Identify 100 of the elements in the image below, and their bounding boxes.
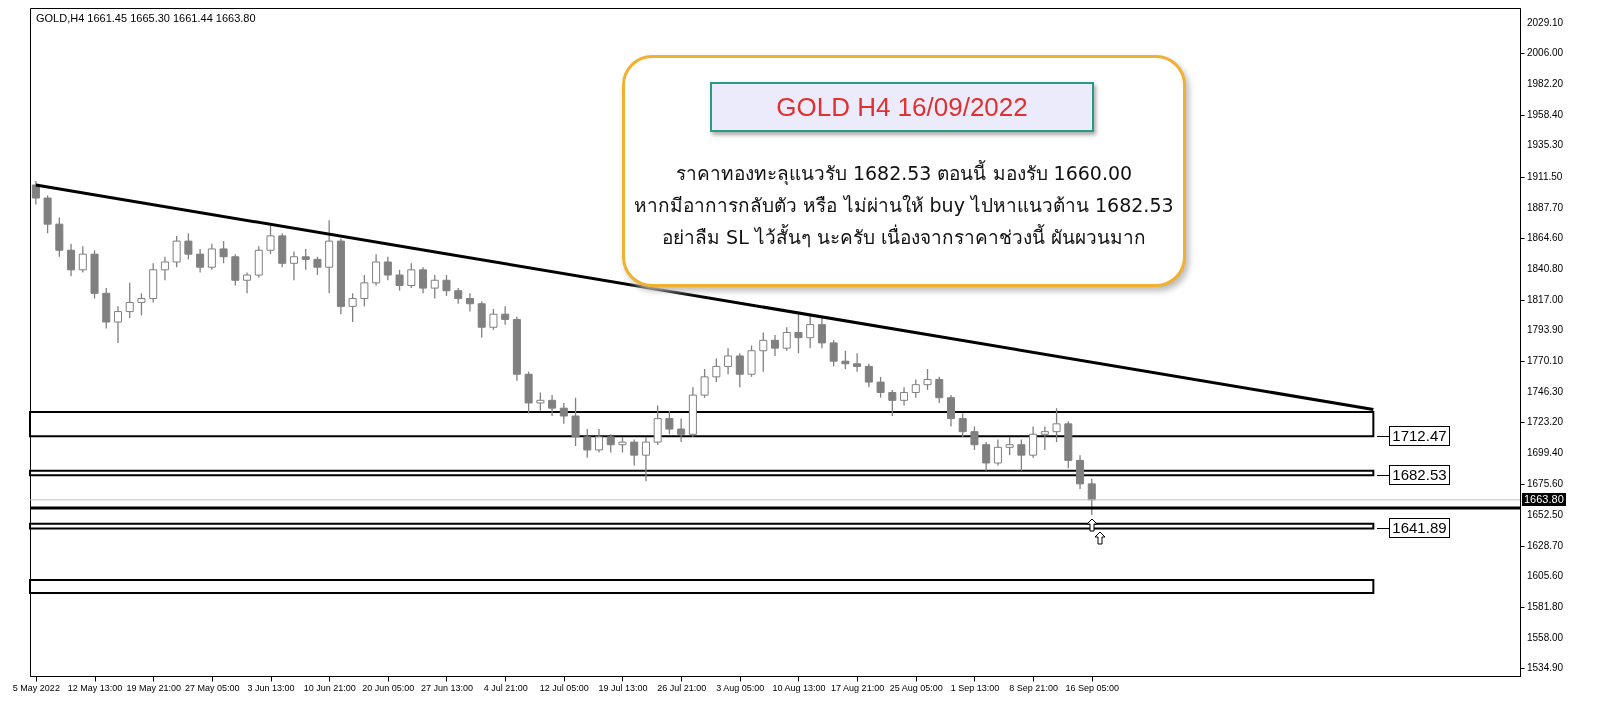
candlestick xyxy=(67,243,76,277)
candlestick xyxy=(630,438,639,467)
candlestick xyxy=(348,292,357,323)
candlestick xyxy=(829,339,838,368)
candlestick xyxy=(289,250,298,281)
y-tick-label: 1887.70 xyxy=(1527,201,1564,213)
callout-box: GOLD H4 16/09/2022 ราคาทองทะลุแนวรับ 1682.53 ตอนนี้ มองรับ 1660.00 หากมีอาการกลับตัว หรือ ไม่ผ่านให้ buy ไปหาแนวต้าน 1682.53 อย่าลืม SL ไว้สั้นๆ นะครับ เนื่องจากราคาช่วงนี้ ผันผวนมาก xyxy=(622,55,1186,287)
x-tick-label: 12 Jul 05:00 xyxy=(539,682,589,693)
candlestick xyxy=(313,256,322,276)
candlestick xyxy=(841,350,850,370)
y-tick-label: 1699.40 xyxy=(1527,447,1564,459)
y-tick-label: 1864.60 xyxy=(1527,231,1564,243)
y-tick-label: 1793.90 xyxy=(1527,323,1564,335)
x-tick-label: 4 Jul 21:00 xyxy=(483,682,528,693)
x-tick-label: 27 Jun 13:00 xyxy=(420,682,474,693)
candlestick xyxy=(31,180,40,206)
candlestick xyxy=(970,425,979,451)
candlestick xyxy=(724,347,733,375)
x-tick-label: 10 Jun 21:00 xyxy=(303,682,356,693)
candlestick xyxy=(360,274,369,308)
candlestick xyxy=(712,357,721,383)
y-tick-label: 1652.50 xyxy=(1527,508,1564,520)
annotation: GOLD,H4 1661.45 1665.30 1661.44 1663.80 xyxy=(36,12,256,24)
candlestick xyxy=(747,344,756,378)
y-tick-label: 1581.80 xyxy=(1527,600,1564,612)
x-tick-label: 27 May 05:00 xyxy=(185,682,240,693)
candlestick xyxy=(137,292,146,317)
candlestick xyxy=(735,352,744,388)
x-tick-label: 19 Jul 13:00 xyxy=(598,682,648,693)
y-tick-label: 1534.90 xyxy=(1527,662,1564,674)
candlestick xyxy=(864,363,873,388)
candlestick xyxy=(794,313,803,355)
candlestick xyxy=(817,316,826,349)
candlestick xyxy=(677,417,686,443)
x-tick-label: 19 May 21:00 xyxy=(126,682,181,693)
ref-line-label: 1663.80 xyxy=(1522,492,1566,506)
x-tick-label: 25 Aug 05:00 xyxy=(889,682,943,693)
x-tick-label: 8 Sep 21:00 xyxy=(1009,682,1058,693)
candlestick xyxy=(442,274,451,297)
candlestick xyxy=(1017,438,1026,472)
candlestick xyxy=(243,271,252,294)
candlestick xyxy=(207,243,216,271)
candlestick xyxy=(700,368,709,399)
x-tick-label: 10 Aug 13:00 xyxy=(772,682,826,693)
y-tick-label: 1675.60 xyxy=(1527,478,1564,490)
candlestick xyxy=(982,441,991,472)
band-label: 1712.47 xyxy=(1389,426,1450,447)
candlestick xyxy=(1076,454,1085,490)
x-tick-label: 16 Sep 05:00 xyxy=(1065,682,1120,693)
annotation: ราคาทองทะลุแนวรับ 1682.53 ตอนนี้ มองรับ 1660.00 xyxy=(674,159,1134,187)
y-tick-label: 1558.00 xyxy=(1527,631,1564,643)
candlestick xyxy=(419,266,428,294)
candlestick xyxy=(465,292,474,313)
candlestick xyxy=(911,378,920,399)
candlestick xyxy=(1087,478,1096,516)
y-tick-label: 1770.10 xyxy=(1527,355,1564,367)
candlestick xyxy=(853,352,862,373)
candlestick xyxy=(559,402,568,425)
candlestick xyxy=(407,262,416,289)
band-label: 1641.89 xyxy=(1389,518,1450,539)
y-tick-label: 1723.20 xyxy=(1527,416,1564,428)
candlestick xyxy=(184,232,193,261)
x-tick-label: 26 Jul 21:00 xyxy=(657,682,707,693)
y-tick-label: 2029.10 xyxy=(1527,17,1564,29)
candlestick xyxy=(782,326,791,352)
candlestick xyxy=(946,394,955,428)
candlestick xyxy=(759,331,768,373)
candlestick xyxy=(571,397,580,447)
candlestick xyxy=(125,282,134,319)
y-tick-label: 1958.40 xyxy=(1527,109,1564,121)
candlestick xyxy=(160,256,169,281)
candlestick xyxy=(301,248,310,271)
x-tick-label: 20 Jun 05:00 xyxy=(362,682,415,693)
band-label: 1682.53 xyxy=(1389,465,1450,486)
candlestick xyxy=(900,386,909,407)
annotation: อย่าลืม SL ไว้สั้นๆ นะครับ เนื่องจากราคาช่วงนี้ ผันผวนมาก xyxy=(661,223,1147,250)
candlestick xyxy=(266,224,275,255)
y-tick-label: 1746.30 xyxy=(1527,386,1564,398)
candlestick xyxy=(888,389,897,417)
candlestick xyxy=(219,240,228,264)
candlestick xyxy=(113,305,123,344)
candlestick xyxy=(876,376,885,399)
y-tick-label: 2006.00 xyxy=(1527,47,1564,59)
candlestick xyxy=(993,438,1002,467)
candlestick xyxy=(78,245,87,274)
candlestick xyxy=(372,253,381,287)
candlestick xyxy=(606,433,615,454)
candlestick xyxy=(806,314,815,349)
candlestick xyxy=(489,308,498,331)
candlestick xyxy=(395,269,404,292)
candlestick xyxy=(501,305,510,326)
candlestick xyxy=(172,235,181,268)
candlestick xyxy=(923,368,932,391)
candlestick xyxy=(583,428,592,459)
candlestick xyxy=(548,394,557,417)
annotation: หากมีอาการกลับตัว หรือ ไม่ผ่านให้ buy ไปหาแนวต้าน 1682.53 xyxy=(633,193,1175,218)
y-tick-label: 1982.20 xyxy=(1527,78,1564,90)
y-tick-label: 1817.00 xyxy=(1527,293,1564,305)
x-tick-label: 3 Jun 13:00 xyxy=(247,682,295,693)
x-tick-label: 1 Sep 13:00 xyxy=(950,682,1000,693)
